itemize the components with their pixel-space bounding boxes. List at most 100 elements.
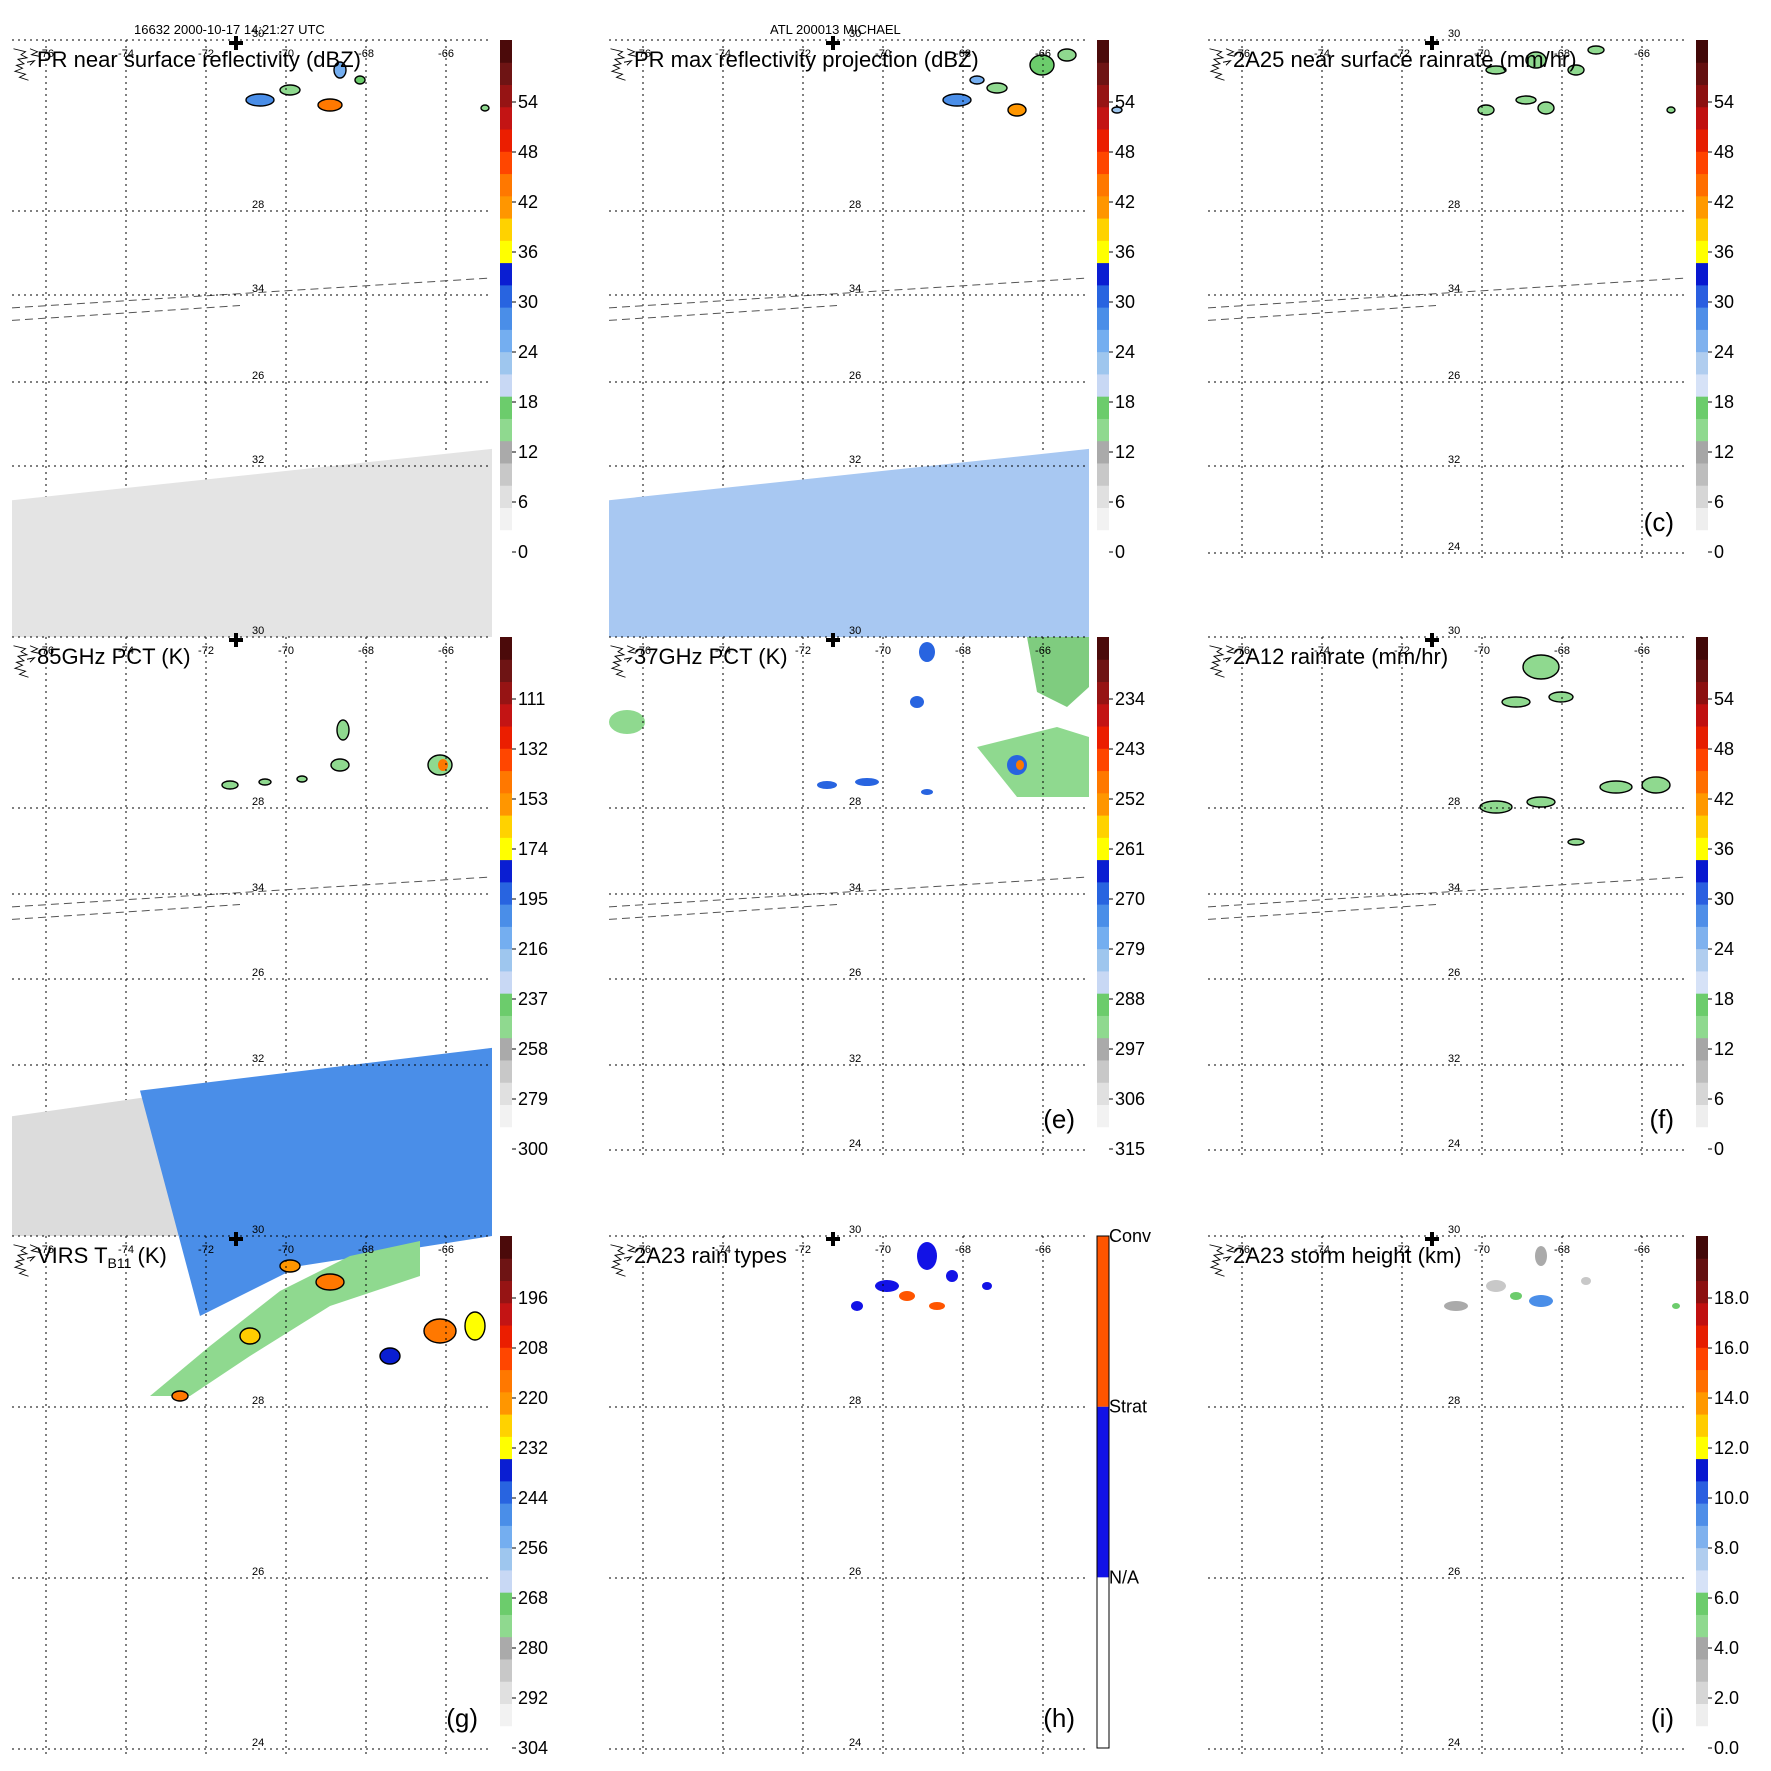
lat-tick-label: 26 (1448, 370, 1460, 382)
colorbar-label: 297 (1115, 1039, 1145, 1059)
lon-tick-label: -72 (1394, 1244, 1410, 1256)
cold-cloud-top (239, 1327, 261, 1345)
colorbar-swatch (1097, 485, 1109, 508)
scattering-cell (919, 642, 935, 662)
cold-cloud-cell (296, 775, 308, 783)
lat-tick-label: 26 (849, 370, 861, 382)
lon-tick-label: -76 (1234, 645, 1250, 657)
swath-edge (608, 904, 838, 920)
colorbar-swatch (500, 904, 512, 927)
lat-tick-label: 34 (849, 283, 861, 295)
colorbar-label: 30 (1115, 292, 1135, 312)
coastline (13, 1244, 40, 1277)
lat-tick-label: 34 (849, 882, 861, 894)
colorbar-swatch (1097, 507, 1109, 531)
colorbar-label: 48 (1714, 142, 1734, 162)
colorbar-swatch (1696, 1059, 1708, 1083)
colorbar-swatch (500, 815, 512, 838)
colorbar-swatch (1696, 129, 1708, 152)
swath-37ghz (609, 448, 1089, 637)
colorbar-swatch (500, 748, 512, 772)
lon-tick-label: -68 (1554, 1244, 1570, 1256)
precip-cell (1057, 48, 1077, 62)
colorbar-swatch (500, 726, 512, 749)
colorbar-swatch (1696, 351, 1708, 375)
colorbar-swatch (500, 173, 512, 197)
lon-tick-label: -66 (1634, 48, 1650, 60)
colorbar-swatch (500, 240, 512, 264)
precip-cell (1515, 95, 1537, 105)
lon-tick-label: -68 (955, 48, 971, 60)
lat-tick-label: 34 (1448, 283, 1460, 295)
land-region (1027, 637, 1089, 707)
colorbar-label: 14.0 (1714, 1388, 1749, 1408)
convective-core (1016, 760, 1024, 770)
colorbar-swatch (500, 1037, 512, 1061)
colorbar-swatch (1097, 748, 1109, 772)
colorbar-label: 0 (1115, 542, 1125, 562)
panel-title: 2A23 rain types (634, 1243, 787, 1268)
colorbar-swatch (1696, 993, 1708, 1016)
colorbar-label: 8.0 (1714, 1538, 1739, 1558)
swath-edge (1207, 277, 1689, 309)
colorbar-label: Strat (1109, 1397, 1147, 1417)
colorbar-swatch (500, 1347, 512, 1371)
colorbar-swatch (1097, 970, 1109, 994)
colorbar-swatch (1696, 904, 1708, 927)
colorbar-swatch (500, 1082, 512, 1105)
colorbar-label: 280 (518, 1638, 548, 1658)
rain-cell (1479, 800, 1513, 814)
colorbar-swatch (500, 1059, 512, 1083)
colorbar-label: 234 (1115, 689, 1145, 709)
colorbar-label: 30 (1714, 292, 1734, 312)
colorbar-swatch (1696, 1302, 1708, 1326)
colorbar-swatch (1696, 1703, 1708, 1727)
colorbar-swatch (1097, 792, 1109, 816)
lat-tick-label: 30 (252, 625, 264, 637)
colorbar-swatch (1097, 726, 1109, 749)
colorbar-swatch (500, 1236, 512, 1259)
colorbar-swatch (1097, 1082, 1109, 1105)
colorbar-swatch (500, 859, 512, 883)
colorbar-swatch (500, 993, 512, 1016)
swath-85ghz (12, 448, 492, 637)
colorbar-label: 0 (1714, 1139, 1724, 1159)
colorbar-label: 6 (518, 492, 528, 512)
colorbar-label: 300 (518, 1139, 548, 1159)
colorbar-swatch (1696, 1592, 1708, 1615)
lon-tick-label: -74 (1314, 645, 1330, 657)
colorbar-swatch (500, 681, 512, 705)
colorbar: 304 292 280 268 256 244 232 220 208 196 (500, 1236, 548, 1758)
colorbar-swatch (1097, 529, 1109, 553)
colorbar-swatch (1696, 195, 1708, 219)
rain-cell (1641, 776, 1671, 794)
cold-cloud-top (279, 1259, 301, 1273)
colorbar-swatch (1097, 703, 1109, 727)
colorbar-label: 36 (1115, 242, 1135, 262)
coastline (1209, 48, 1236, 81)
storm-center-marker (826, 36, 840, 50)
colorbar-swatch (1696, 1658, 1708, 1682)
lon-tick-label: -68 (1554, 48, 1570, 60)
swath-edge (1207, 904, 1437, 920)
swath-edge (608, 876, 1090, 908)
colorbar-swatch (1696, 418, 1708, 442)
colorbar-swatch (500, 970, 512, 994)
swath-edge (11, 904, 241, 920)
coastline (13, 48, 40, 81)
colorbar-swatch (500, 485, 512, 508)
colorbar-swatch (1097, 40, 1109, 63)
lat-tick-label: 24 (1448, 541, 1460, 553)
colorbar-label: 111 (518, 689, 545, 709)
colorbar-swatch (1097, 837, 1109, 861)
lon-tick-label: -72 (198, 1244, 214, 1256)
colorbar-swatch (500, 1547, 512, 1571)
lat-tick-label: 32 (1448, 1053, 1460, 1065)
lon-tick-label: -68 (955, 1244, 971, 1256)
colorbar-swatch (1696, 1082, 1708, 1105)
storm-height-cell (1672, 1303, 1680, 1309)
colorbar-swatch (500, 262, 512, 286)
colorbar-swatch (500, 1104, 512, 1128)
convective-core (438, 759, 448, 771)
